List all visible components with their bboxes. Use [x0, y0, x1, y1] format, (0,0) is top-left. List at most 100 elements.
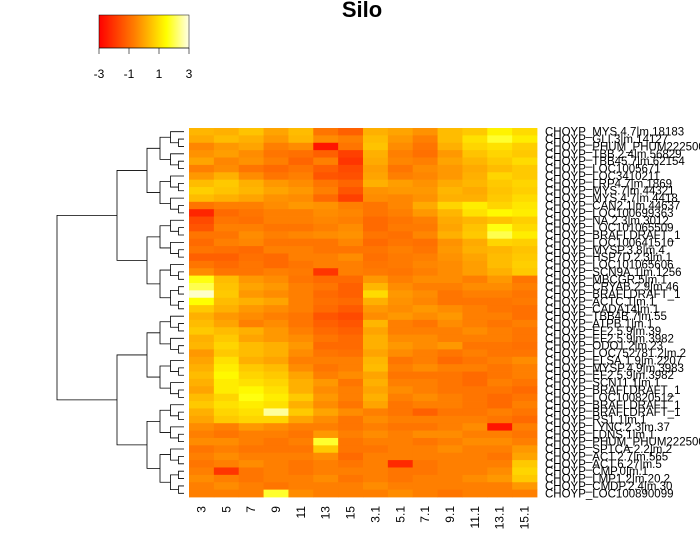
heatmap-cell	[487, 282, 513, 291]
heatmap-cell	[213, 349, 240, 358]
heatmap-cell	[363, 194, 389, 203]
heatmap-cell	[213, 378, 240, 387]
heatmap-cell	[189, 238, 215, 247]
heatmap-cell	[288, 135, 314, 144]
heatmap-cell	[189, 312, 215, 321]
heatmap-cell	[363, 474, 389, 483]
heatmap-cell	[189, 467, 215, 476]
heatmap-cell	[263, 452, 289, 461]
heatmap-cell	[412, 179, 438, 188]
heatmap-cell	[437, 445, 463, 454]
heatmap-cell	[288, 423, 314, 431]
heatmap-cell	[387, 282, 414, 291]
heatmap-cell	[313, 401, 339, 409]
heatmap-cell	[462, 319, 488, 328]
heatmap-cell	[437, 312, 463, 321]
heatmap-cell	[263, 209, 289, 217]
heatmap-cell	[313, 290, 339, 299]
heatmap-cell	[363, 268, 389, 276]
heatmap-cell	[189, 297, 215, 306]
heatmap-cell	[213, 342, 240, 350]
heatmap-cell	[387, 467, 414, 476]
heatmap-cell	[512, 187, 538, 195]
heatmap-cell	[437, 334, 463, 343]
heatmap-cell	[263, 430, 289, 439]
heatmap-cell	[412, 430, 438, 439]
heatmap-cell	[412, 246, 438, 254]
heatmap-cell	[412, 157, 438, 166]
row-label: CHOYP_LOC101065606	[545, 260, 674, 272]
heatmap-cell	[288, 386, 314, 395]
heatmap-cell	[512, 150, 538, 158]
heatmap-cell	[288, 327, 314, 336]
heatmap-cell	[412, 474, 438, 483]
heatmap-cell	[387, 201, 414, 210]
heatmap-cell	[338, 275, 364, 284]
heatmap-cell	[412, 187, 438, 195]
heatmap-cell	[437, 371, 463, 380]
heatmap-cell	[189, 349, 215, 358]
heatmap-cell	[338, 452, 364, 461]
heatmap-cell	[363, 460, 389, 468]
heatmap-cell	[462, 371, 488, 380]
heatmap-cell	[412, 194, 438, 203]
heatmap-cell	[387, 157, 414, 166]
heatmap-cell	[313, 312, 339, 321]
heatmap-cell	[338, 356, 364, 365]
row-label: CHOYP_SCN9A.1|m.1256	[545, 267, 682, 279]
heatmap-cell	[387, 172, 414, 181]
heatmap-cells	[189, 128, 538, 498]
heatmap-cell	[487, 305, 513, 313]
heatmap-cell	[313, 164, 339, 173]
heatmap-cell	[487, 460, 513, 468]
heatmap-cell	[363, 327, 389, 336]
heatmap-cell	[437, 231, 463, 240]
heatmap-cell	[462, 305, 488, 313]
heatmap-cell	[462, 482, 488, 491]
heatmap-cell	[189, 423, 215, 431]
heatmap-cell	[238, 150, 264, 158]
heatmap-cell	[462, 445, 488, 454]
heatmap-cell	[213, 135, 240, 144]
heatmap-cell	[387, 452, 414, 461]
heatmap-cell	[462, 172, 488, 181]
heatmap-cell	[437, 209, 463, 217]
column-label: 11	[294, 506, 308, 519]
heatmap-cell	[487, 223, 513, 232]
heatmap-cell	[487, 172, 513, 181]
heatmap-cell	[263, 187, 289, 195]
heatmap-cell	[462, 128, 488, 136]
heatmap-cell	[263, 371, 289, 380]
heatmap-cell	[462, 246, 488, 254]
heatmap-cell	[213, 194, 240, 203]
heatmap-cell	[263, 135, 289, 144]
heatmap-cell	[412, 238, 438, 247]
heatmap-cell	[363, 275, 389, 284]
heatmap-cell	[462, 209, 488, 217]
heatmap-cell	[263, 142, 289, 151]
heatmap-cell	[313, 327, 339, 336]
color-key-tick-label: 1	[156, 67, 163, 81]
heatmap-cell	[288, 460, 314, 468]
heatmap-cell	[313, 452, 339, 461]
heatmap-cell	[363, 482, 389, 491]
heatmap-cell	[213, 260, 240, 269]
dendrogram-branch	[159, 269, 171, 299]
heatmap-cell	[387, 401, 414, 409]
heatmap-cell	[412, 489, 438, 498]
heatmap-cell	[412, 253, 438, 262]
heatmap-cell	[263, 275, 289, 284]
heatmap-cell	[487, 452, 513, 461]
heatmap-cell	[238, 246, 264, 254]
heatmap-cell	[213, 489, 240, 498]
heatmap-cell	[512, 408, 538, 417]
heatmap-cell	[437, 482, 463, 491]
heatmap-cell	[437, 216, 463, 225]
heatmap-cell	[387, 356, 414, 365]
heatmap-cell	[338, 415, 364, 424]
heatmap-cell	[288, 415, 314, 424]
row-label: CHOYP_MYS.4.7|m.4418	[545, 193, 678, 205]
heatmap-cell	[288, 260, 314, 269]
heatmap-cell	[213, 201, 240, 210]
heatmap-cell	[238, 201, 264, 210]
